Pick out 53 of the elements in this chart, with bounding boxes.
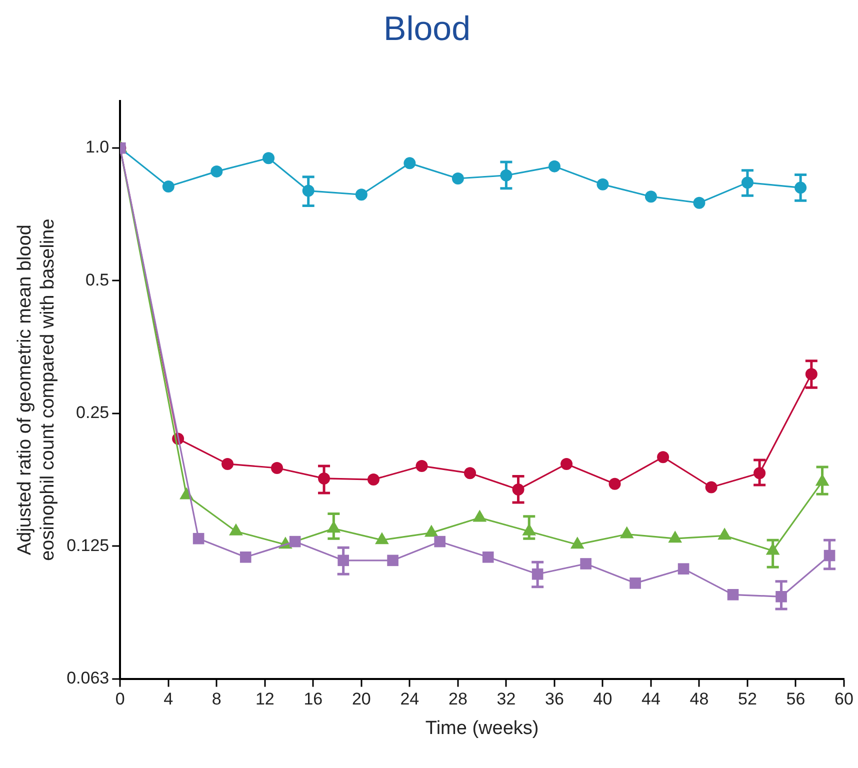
x-axis-title: Time (weeks) [425,718,539,739]
x-tick-label: 28 [448,690,468,709]
x-tick-label: 12 [255,690,274,709]
point [355,188,368,201]
point [222,458,234,470]
x-tick-label: 36 [544,690,564,709]
point [162,180,174,193]
x-tick-label: 8 [212,690,222,709]
point [548,160,560,172]
point [596,178,609,190]
x-tick-label: 32 [496,690,516,709]
x-tick-label: 40 [593,690,612,709]
point [678,563,690,575]
x-tick-label: 0 [115,690,125,709]
point [240,551,252,563]
x-tick-label: 60 [834,690,854,709]
chart-title: Blood [384,10,470,48]
point [608,478,621,490]
x-tick-label: 16 [304,690,323,709]
point [657,451,670,464]
point [367,474,380,486]
point [644,190,657,203]
point [404,157,416,170]
point [630,578,641,589]
x-tick-label: 20 [352,690,371,709]
y-tick-label: 0.25 [76,403,110,422]
x-tick-label: 4 [164,690,174,709]
x-tick-label: 24 [400,690,420,709]
point [434,536,446,548]
y-axis-title: Adjusted ratio of geometric mean blood eosinophil count compared with baseline [14,218,58,561]
point [452,172,464,184]
point [289,536,301,548]
y-tick-label: 0.125 [66,536,110,555]
point [262,152,275,164]
y-tick-label: 1.0 [86,138,110,157]
y-tick-label: 0.5 [86,270,110,290]
point [727,589,739,600]
point [464,467,476,480]
point [387,554,398,566]
point [580,558,592,570]
x-tick-label: 52 [738,690,757,709]
point [705,481,718,494]
point [416,460,428,472]
x-tick-label: 48 [690,690,709,709]
y-tick-label: 0.063 [66,668,110,688]
point [560,458,573,470]
point [210,165,223,178]
point [192,532,204,544]
point [270,462,283,474]
point [482,551,494,563]
point [693,196,706,209]
x-tick-label: 44 [642,690,660,709]
x-tick-label: 56 [786,690,806,709]
